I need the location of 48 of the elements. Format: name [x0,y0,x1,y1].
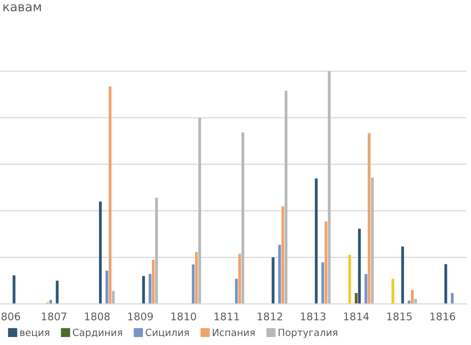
bar [12,275,16,304]
bar [314,178,318,304]
bar [371,178,374,304]
bar [358,228,361,304]
bar [108,86,112,304]
bar [142,276,145,304]
bar [328,71,331,304]
bar [152,260,155,304]
bar [324,222,328,304]
bar [368,133,371,304]
x-tick-label: 1815 [387,312,412,320]
legend-label: Сардиния [72,328,122,338]
bar [195,252,198,304]
x-tick-label: 1808 [85,312,110,320]
bar [281,206,284,304]
bar [414,299,417,304]
bar [148,274,152,304]
bar [348,254,352,304]
x-tick-label: 1811 [214,312,239,320]
bar [155,198,158,304]
x-tick-label: 806 [2,312,20,320]
x-tick-label: 1809 [128,312,153,320]
bar [238,254,241,304]
bar [241,132,244,304]
x-tick-label: 1814 [344,312,369,320]
bar [364,274,368,304]
x-tick-label: 1807 [42,312,66,320]
bar [284,90,288,304]
bar [444,264,448,304]
x-tick-label: 1812 [258,312,282,320]
x-tick-label: 1816 [430,312,456,320]
bar [272,257,274,304]
bar [392,278,394,304]
bar [105,270,108,304]
bar [198,118,202,304]
chart-title: кавам [3,4,41,12]
bar [278,244,281,304]
bar [99,202,102,304]
legend-label: Португалия [278,328,338,338]
x-tick-label: 1810 [171,312,196,320]
legend-label: Испания [212,328,255,336]
legend-label: Сицилия [146,328,189,338]
bar [408,300,410,304]
bar [235,278,238,304]
x-tick-label: 1813 [300,312,326,320]
bar [56,280,59,304]
bar [401,246,404,304]
legend-label: веция [20,330,50,338]
